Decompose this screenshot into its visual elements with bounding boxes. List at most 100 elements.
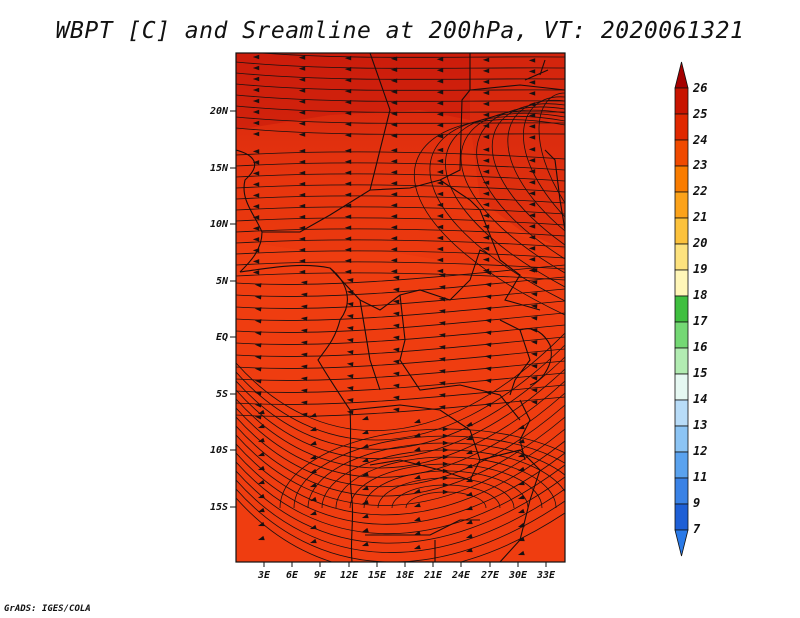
streamline-arrow <box>482 79 490 85</box>
colorbar-swatch <box>674 217 689 245</box>
streamline-arrow <box>528 135 536 140</box>
colorbar-label: 21 <box>692 210 707 224</box>
streamline-arrow <box>413 474 421 480</box>
colorbar-label: 23 <box>692 158 707 172</box>
streamline-arrow <box>252 270 260 275</box>
streamline-arrow <box>442 440 450 446</box>
streamline-arrow <box>530 400 538 405</box>
streamline <box>236 392 565 478</box>
streamline-arrow <box>309 440 317 446</box>
streamline-arrow <box>436 158 444 164</box>
colorbar-swatch <box>674 165 689 193</box>
streamline-arrow <box>465 421 473 427</box>
streamline <box>236 452 565 525</box>
streamline-arrow <box>436 123 444 128</box>
streamline-arrow <box>390 192 398 197</box>
streamline-arrow <box>392 299 400 305</box>
streamline-arrow <box>528 58 536 63</box>
lon-label-18e: 18E <box>396 570 415 581</box>
streamline <box>236 384 565 405</box>
colorbar-top-arrow <box>674 61 689 89</box>
streamline-arrow <box>344 203 352 208</box>
streamline-arrow <box>300 352 308 358</box>
streamline-arrow <box>442 482 450 488</box>
streamline-arrow <box>438 345 446 350</box>
streamline-arrow <box>392 275 400 281</box>
streamline-arrow <box>528 180 536 185</box>
streamline-arrow <box>482 169 490 174</box>
streamline-arrow <box>436 191 444 197</box>
streamline-arrow <box>254 343 262 348</box>
streamline <box>236 264 565 285</box>
streamline-arrow <box>361 499 369 505</box>
streamline-arrow <box>392 359 400 365</box>
streamline-arrow <box>528 169 536 174</box>
colorbar-label: 26 <box>692 81 707 95</box>
streamline <box>236 396 565 417</box>
streamline-arrow <box>484 270 492 276</box>
streamline-arrow <box>257 479 265 485</box>
colorbar-swatch <box>674 269 689 297</box>
streamline-arrow <box>482 90 490 96</box>
streamline-arrow <box>413 544 421 550</box>
streamline-arrow <box>390 225 398 230</box>
streamline-arrow <box>346 374 354 379</box>
lat-label-5n: 5N <box>216 276 229 287</box>
streamline-arrow <box>530 388 538 393</box>
streamline <box>236 288 565 309</box>
streamline-arrow <box>530 376 538 381</box>
streamline-arrow <box>484 342 492 348</box>
streamline-arrow <box>436 101 444 106</box>
colorbar-labels: 26 25 24 23 22 21 20 19 18 17 16 15 14 1… <box>692 81 708 536</box>
streamline-arrow <box>298 236 306 242</box>
grads-credit: GrADS: IGES/COLA <box>4 604 91 614</box>
longitude-axis <box>263 562 547 567</box>
streamline-arrow <box>517 438 525 444</box>
streamline-arrow <box>413 446 421 452</box>
streamline-arrow <box>436 68 444 73</box>
streamline-arrow <box>528 213 536 218</box>
streamline-arrow <box>484 354 492 360</box>
colorbar-swatch <box>674 451 689 479</box>
colorbar-label: 13 <box>693 418 707 432</box>
streamline-arrow <box>254 307 262 312</box>
streamline-arrow <box>390 89 398 94</box>
streamline-arrow <box>309 468 317 474</box>
streamline-arrow <box>392 323 400 329</box>
streamline-arrow <box>438 381 446 386</box>
streamline-arrow <box>309 454 317 460</box>
streamline-arrow <box>361 429 369 435</box>
streamline-arrow <box>528 202 536 207</box>
streamline-arrow <box>390 67 398 72</box>
streamline-arrow <box>252 215 260 220</box>
streamline-arrow <box>298 66 306 71</box>
streamline <box>236 428 565 506</box>
lat-label-20n: 20N <box>209 106 229 117</box>
streamline-arrow <box>298 269 306 275</box>
streamline-arrow <box>300 376 308 382</box>
streamline-arrow <box>392 395 400 401</box>
streamline-arrow <box>309 538 317 544</box>
streamline-arrow <box>465 519 473 525</box>
streamline-arrow <box>528 257 536 262</box>
streamline-arrow <box>390 122 398 127</box>
streamline-arrow <box>344 258 352 263</box>
streamline-arrow <box>309 412 317 418</box>
streamline-arrow <box>254 355 262 360</box>
colorbar-label: 17 <box>693 314 708 328</box>
streamline-arrow <box>300 388 308 394</box>
streamline <box>236 261 565 270</box>
streamline <box>523 96 565 218</box>
streamline-arrow <box>309 482 317 488</box>
streamline-arrow <box>298 225 306 231</box>
colorbar-label: 7 <box>693 522 701 536</box>
streamline-arrow <box>482 180 490 185</box>
colorbar-swatch <box>674 139 689 167</box>
streamline-arrow <box>257 493 265 499</box>
streamline-arrow <box>392 335 400 341</box>
streamline-arrow <box>344 66 352 72</box>
lon-label-6e: 6E <box>286 570 299 581</box>
streamline-arrow <box>530 292 538 297</box>
streamline-arrow <box>528 158 536 163</box>
streamline-arrow <box>252 109 260 115</box>
